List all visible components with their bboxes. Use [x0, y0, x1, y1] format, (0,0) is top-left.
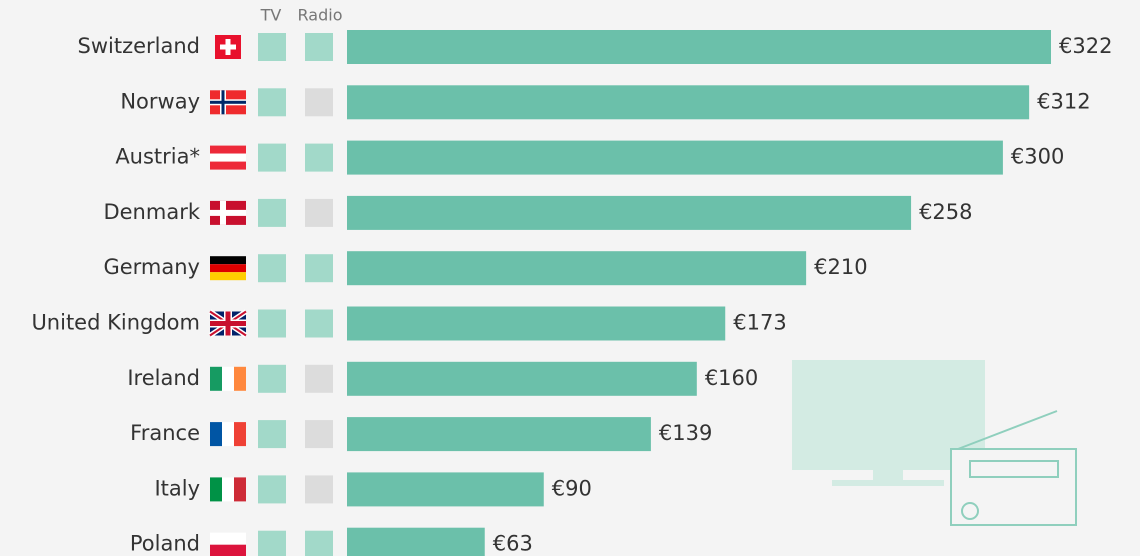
bar: [347, 251, 806, 285]
tv-indicator: [258, 420, 286, 448]
flag: [210, 312, 246, 336]
category-label: United Kingdom: [31, 311, 200, 335]
flag-cross: [210, 321, 246, 326]
flag: [215, 35, 241, 59]
flag-stripe: [210, 162, 246, 170]
flag-stripe: [222, 422, 234, 446]
value-label: €173: [733, 311, 786, 335]
flag-stripe: [210, 154, 246, 162]
tv-indicator: [258, 254, 286, 282]
category-label: Ireland: [127, 366, 200, 390]
radio-indicator: [305, 254, 333, 282]
bar: [347, 472, 544, 506]
tv-indicator: [258, 144, 286, 172]
flag-stripe: [210, 264, 246, 272]
tv-stand: [873, 470, 903, 480]
flag-stripe: [222, 477, 234, 501]
column-header: TV: [260, 6, 282, 25]
flag: [210, 422, 246, 446]
category-label: France: [130, 421, 200, 445]
flag-cross: [220, 45, 236, 50]
bar: [347, 85, 1029, 119]
radio-indicator: [305, 88, 333, 116]
flag: [210, 90, 246, 114]
tv-indicator: [258, 475, 286, 503]
flag-stripe: [234, 477, 246, 501]
bar: [347, 528, 485, 556]
flag-stripe: [210, 422, 222, 446]
radio-indicator: [305, 144, 333, 172]
value-label: €300: [1011, 145, 1064, 169]
category-label: Poland: [130, 532, 200, 556]
tv-base: [832, 480, 944, 486]
radio-indicator: [305, 199, 333, 227]
column-header: Radio: [298, 6, 343, 25]
chart: TV Radio Switzerland €322 Norway €312 Austri…: [0, 0, 1140, 556]
category-label: Germany: [103, 255, 200, 279]
tv-indicator: [258, 33, 286, 61]
value-label: €63: [493, 532, 533, 556]
flag-stripe: [210, 272, 246, 280]
radio-indicator: [305, 33, 333, 61]
value-label: €210: [814, 255, 867, 279]
bar: [347, 307, 725, 341]
bar: [347, 30, 1051, 64]
flag-stripe: [210, 256, 246, 264]
tv-indicator: [258, 88, 286, 116]
flag: [210, 146, 246, 170]
radio-indicator: [305, 310, 333, 338]
category-label: Denmark: [103, 200, 200, 224]
flag: [210, 477, 246, 501]
category-label: Switzerland: [78, 34, 201, 58]
category-label: Italy: [154, 476, 200, 500]
value-label: €312: [1037, 89, 1090, 113]
flag: [210, 201, 246, 225]
radio-indicator: [305, 365, 333, 393]
flag-cross: [210, 210, 246, 216]
page: TV Radio Switzerland €322 Norway €312 Austri…: [0, 0, 1140, 556]
tv-indicator: [258, 310, 286, 338]
value-label: €322: [1059, 34, 1112, 58]
flag-stripe: [210, 367, 222, 391]
flag-stripe: [210, 533, 246, 545]
illustration: [792, 360, 1076, 525]
flag: [210, 367, 246, 391]
flag: [210, 533, 246, 556]
flag-cross: [210, 101, 246, 104]
tv-indicator: [258, 199, 286, 227]
flag-stripe: [234, 367, 246, 391]
bar: [347, 417, 651, 451]
radio-indicator: [305, 420, 333, 448]
category-label: Austria*: [115, 145, 200, 169]
tv-indicator: [258, 531, 286, 556]
bar: [347, 196, 911, 230]
value-label: €258: [919, 200, 972, 224]
flag-stripe: [210, 477, 222, 501]
value-label: €90: [552, 476, 592, 500]
value-label: €160: [705, 366, 758, 390]
flag: [210, 256, 246, 280]
value-label: €139: [659, 421, 712, 445]
radio-indicator: [305, 531, 333, 556]
flag-stripe: [210, 146, 246, 154]
bar: [347, 362, 697, 396]
bar: [347, 141, 1003, 175]
radio-indicator: [305, 475, 333, 503]
category-label: Norway: [120, 89, 200, 113]
flag-stripe: [234, 422, 246, 446]
tv-indicator: [258, 365, 286, 393]
flag-stripe: [222, 367, 234, 391]
flag-stripe: [210, 545, 246, 556]
